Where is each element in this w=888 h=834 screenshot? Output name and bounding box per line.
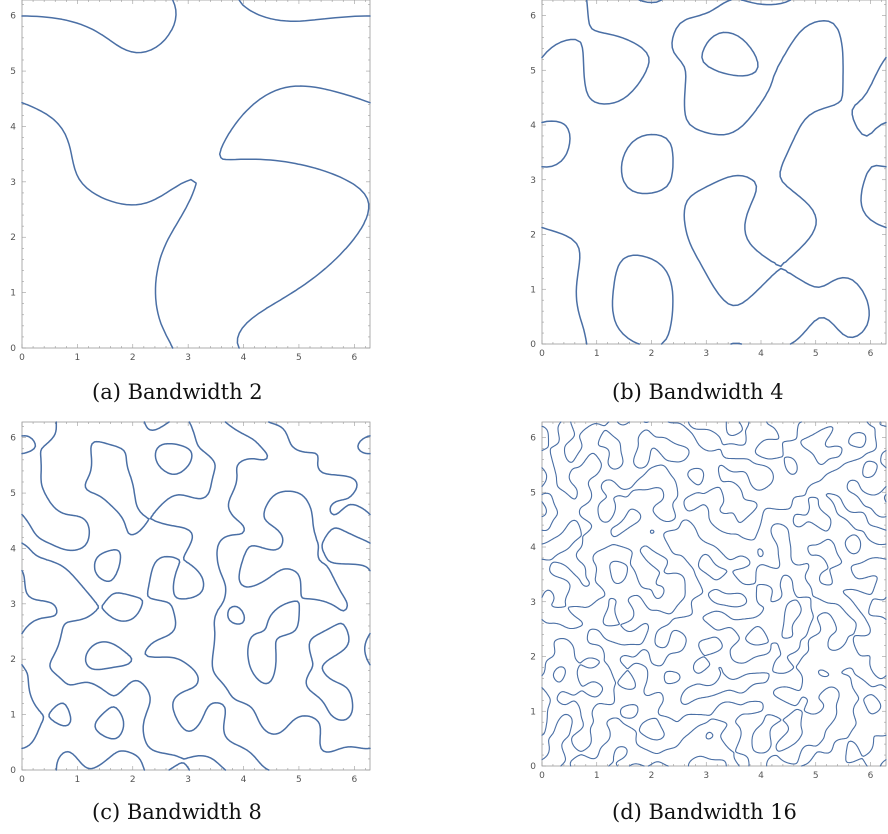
y-tick-label: 4 [10,122,16,132]
y-tick-label: 1 [10,711,16,721]
x-tick-label: 6 [351,353,357,363]
plot-frame [21,0,371,349]
y-tick-label: 5 [530,66,536,76]
x-tick-label: 4 [241,775,247,785]
x-tick-label: 5 [813,771,819,781]
x-tick-label: 1 [594,349,600,359]
zero-contour-line [541,0,887,345]
x-tick-label: 2 [130,353,136,363]
contour-plot-b: 0 1 2 3 4 5 6 0 1 2 3 4 5 6 [530,0,887,359]
plot-frame [541,0,887,345]
caption-a: (a) Bandwidth 2 [92,380,263,404]
x-tick-label: 2 [649,771,655,781]
minor-ticks [541,422,886,767]
y-tick-label: 6 [10,12,16,22]
caption-c: (c) Bandwidth 8 [92,800,262,824]
contour-plot-a: 0 1 2 3 4 5 6 0 1 2 3 4 5 6 [10,0,371,363]
panel-b: 0 1 2 3 4 5 6 0 1 2 3 4 5 6 [520,0,888,360]
x-tick-label: 0 [539,771,545,781]
x-tick-label: 5 [813,349,819,359]
y-tick-label: 3 [10,600,16,610]
x-tick-label: 3 [185,353,191,363]
y-tick-label: 0 [10,344,16,354]
minor-ticks [541,0,886,345]
x-tick-label: 6 [351,775,357,785]
y-tick-label: 3 [10,178,16,188]
x-tick-label: 1 [75,353,81,363]
y-tick-label: 3 [530,598,536,608]
x-tick-label: 6 [868,349,874,359]
panel-c: 0 1 2 3 4 5 6 0 1 2 3 4 5 6 [0,412,375,785]
y-tick-label: 2 [10,655,16,665]
y-tick-label: 5 [10,489,16,499]
x-tick-label: 6 [868,771,874,781]
y-tick-label: 2 [530,653,536,663]
zero-contour-line [541,421,887,767]
plot-frame [541,421,887,767]
caption-b: (b) Bandwidth 4 [612,380,784,404]
y-tick-label: 1 [530,285,536,295]
x-tick-label: 3 [703,771,709,781]
y-tick-label: 0 [530,340,536,350]
y-tick-label: 1 [530,707,536,717]
x-tick-label: 2 [649,349,655,359]
y-tick-label: 6 [530,434,536,444]
x-tick-label: 4 [241,353,247,363]
y-tick-label: 6 [10,434,16,444]
caption-d: (d) Bandwidth 16 [612,800,797,824]
y-tick-label: 1 [10,289,16,299]
x-tick-label: 0 [19,775,25,785]
zero-contour-line [21,421,371,771]
minor-ticks [21,0,370,349]
y-tick-label: 2 [530,231,536,241]
zero-contour-line [21,0,371,349]
x-tick-label: 0 [19,353,25,363]
x-tick-label: 3 [703,349,709,359]
x-tick-label: 1 [75,775,81,785]
x-tick-label: 2 [130,775,136,785]
x-tick-label: 5 [296,353,302,363]
x-tick-label: 0 [539,349,545,359]
x-tick-label: 4 [758,771,764,781]
y-tick-label: 3 [530,176,536,186]
y-tick-label: 4 [10,544,16,554]
plot-frame [21,421,371,771]
x-tick-label: 4 [758,349,764,359]
y-tick-label: 2 [10,233,16,243]
y-tick-label: 0 [530,762,536,772]
contour-plot-d: 0 1 2 3 4 5 6 0 1 2 3 4 5 6 [530,421,887,781]
y-tick-label: 6 [530,12,536,22]
x-tick-label: 5 [296,775,302,785]
contour-plot-c: 0 1 2 3 4 5 6 0 1 2 3 4 5 6 [10,421,371,785]
panel-d: 0 1 2 3 4 5 6 0 1 2 3 4 5 6 [520,412,888,782]
y-tick-label: 0 [10,766,16,776]
y-tick-label: 4 [530,121,536,131]
y-tick-label: 5 [530,488,536,498]
x-tick-label: 1 [594,771,600,781]
x-tick-label: 3 [185,775,191,785]
panel-a: 0 1 2 3 4 5 6 0 1 2 3 4 5 6 [0,0,375,363]
y-tick-label: 5 [10,67,16,77]
y-tick-label: 4 [530,543,536,553]
